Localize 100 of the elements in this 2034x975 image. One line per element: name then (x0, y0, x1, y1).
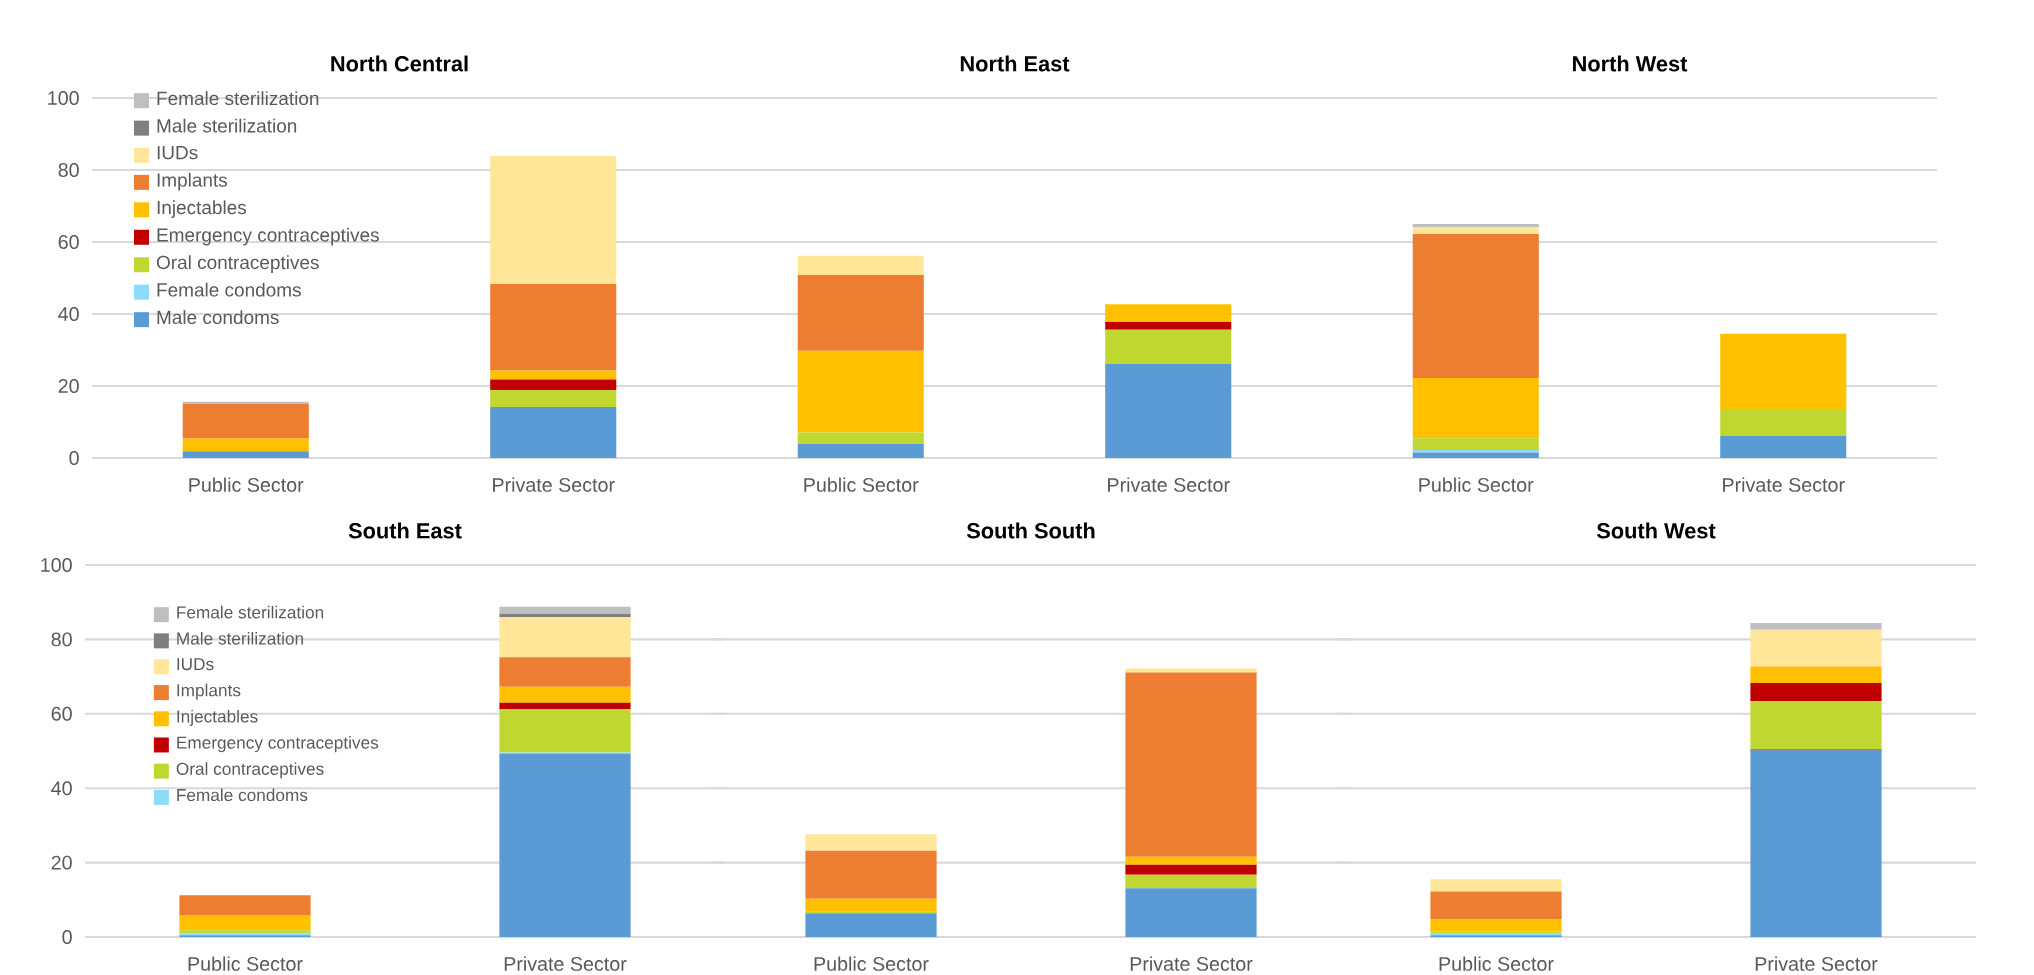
bar (1125, 668, 1257, 673)
chart-title: North West (1573, 55, 1688, 72)
legend-label: IUDs (157, 146, 198, 160)
y-tick-label: 80 (58, 163, 79, 177)
bar (490, 379, 617, 390)
bar (1750, 682, 1882, 702)
bar (1750, 623, 1882, 630)
bar (1720, 435, 1847, 458)
bar (1412, 224, 1539, 227)
bar (797, 432, 924, 444)
legend-label: Emergency contraceptives (157, 227, 379, 246)
bar (490, 389, 617, 407)
bar (1750, 701, 1882, 750)
bar (1412, 450, 1539, 453)
y-tick-label: 80 (51, 632, 72, 647)
bar (797, 275, 924, 351)
bar (499, 617, 631, 658)
chart-title: North East (960, 55, 1070, 72)
x-tick-label: Public Sector (1439, 956, 1554, 971)
bar (499, 702, 631, 709)
bar (1125, 856, 1257, 865)
bar (179, 915, 311, 931)
legend-label: Emergency contraceptives (177, 736, 379, 753)
legend-label: Injectables (177, 709, 258, 726)
bar (499, 613, 631, 618)
legend-label: Male sterilization (157, 118, 297, 133)
bar (1412, 438, 1539, 451)
x-tick-label: Private Sector (493, 477, 615, 492)
legend-label: Implants (177, 683, 241, 700)
legend-label: Male condoms (157, 310, 279, 325)
legend-label: Injectables (157, 200, 247, 218)
bar (1750, 666, 1882, 683)
bar (1125, 874, 1257, 889)
chart-title: South East (348, 522, 462, 539)
bar (499, 686, 631, 703)
bar (499, 657, 631, 687)
chart-title: South South (966, 522, 1095, 539)
bar (1412, 452, 1539, 458)
legend-label: Female sterilization (157, 91, 319, 106)
bar (490, 370, 617, 380)
bar (1430, 879, 1562, 892)
bar (499, 708, 631, 753)
bar (182, 438, 309, 452)
bar (1720, 409, 1847, 436)
bar (1412, 234, 1539, 379)
bar (490, 284, 617, 371)
bar (805, 850, 937, 899)
y-tick-label: 100 (41, 558, 72, 572)
y-tick-label: 60 (58, 235, 79, 249)
bar (805, 834, 937, 851)
x-tick-label: Public Sector (814, 956, 929, 971)
bar (805, 898, 937, 912)
x-tick-label: Private Sector (1108, 477, 1230, 492)
y-tick-label: 20 (51, 855, 72, 870)
bar (179, 895, 311, 916)
bar (797, 255, 924, 276)
x-tick-label: Private Sector (1130, 956, 1253, 971)
bar (182, 451, 309, 458)
y-tick-label: 100 (48, 91, 79, 105)
bar (499, 753, 631, 937)
bar (1105, 329, 1232, 364)
legend-label: Oral contraceptives (176, 762, 324, 779)
bar (1105, 321, 1232, 330)
y-tick-label: 40 (58, 307, 79, 321)
bar (499, 606, 631, 614)
chart-title: North Central (331, 55, 468, 72)
bar (490, 406, 617, 458)
bar (805, 913, 937, 937)
bar (797, 350, 924, 433)
x-tick-label: Public Sector (1419, 477, 1534, 492)
x-tick-label: Public Sector (804, 477, 919, 492)
bar (182, 403, 309, 439)
x-tick-label: Public Sector (189, 477, 304, 492)
legend-label: Female condoms (157, 282, 301, 297)
bar (1430, 919, 1562, 932)
x-tick-label: Private Sector (504, 956, 627, 971)
legend-label: Female condoms (177, 788, 308, 802)
bar (1412, 226, 1539, 235)
legend-label: IUDs (177, 658, 214, 671)
bar (1720, 333, 1847, 410)
bar (1412, 378, 1539, 439)
bar (1430, 891, 1562, 920)
bar (1750, 629, 1882, 667)
legend-label: Male sterilization (177, 632, 303, 645)
bar (1750, 750, 1882, 937)
bar (1105, 363, 1232, 458)
bar (490, 155, 617, 285)
legend-label: Implants (157, 172, 228, 191)
y-tick-label: 40 (51, 781, 72, 796)
bar (1125, 888, 1257, 937)
y-tick-label: 60 (51, 706, 72, 721)
bar (1125, 672, 1257, 857)
x-tick-label: Private Sector (1723, 477, 1845, 492)
y-tick-label: 0 (62, 930, 72, 944)
y-tick-label: 20 (58, 379, 79, 393)
bar (1105, 304, 1232, 322)
x-tick-label: Private Sector (1755, 956, 1878, 971)
y-tick-label: 0 (69, 451, 79, 465)
bar (1125, 864, 1257, 875)
chart-title: South West (1596, 522, 1716, 539)
